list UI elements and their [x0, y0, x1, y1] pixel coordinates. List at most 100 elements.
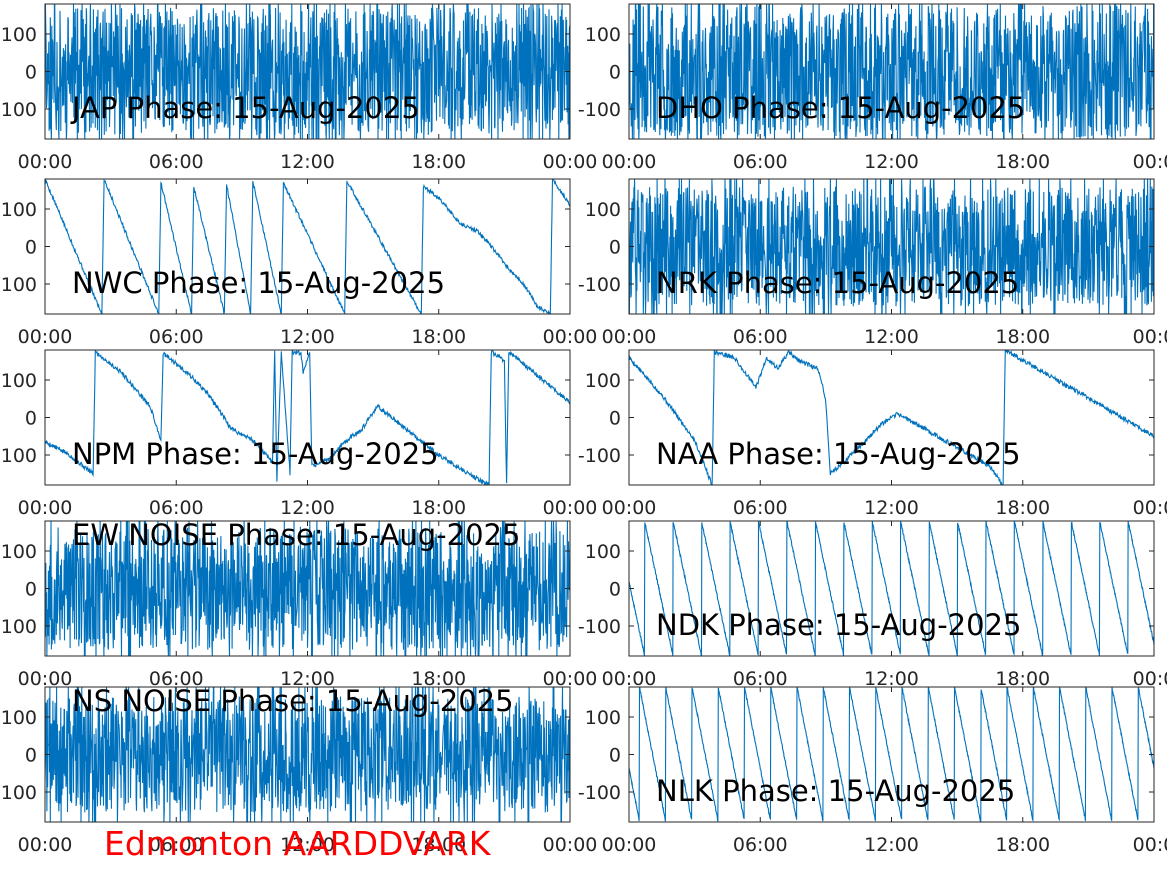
phase-series-line: [629, 521, 1154, 656]
x-tick-label: 12:00: [864, 326, 919, 348]
y-tick-label: 0: [609, 408, 621, 430]
x-tick-label: 00:00: [18, 151, 73, 173]
y-tick-label: 0: [25, 408, 37, 430]
x-tick-label: 06:00: [149, 151, 204, 173]
y-tick-label: 100: [1, 445, 37, 467]
y-tick-label: 0: [25, 62, 37, 84]
station-title: Edmonton AARDDVARK: [104, 824, 491, 863]
phase-panel: -100 0 100 00:00 06:00 12:00 18:00 00:0 NAA Phas…: [578, 349, 1167, 519]
phase-panel: -100 0 100 00:00 06:00 12:00 18:00 00:0 DHO Phas…: [578, 3, 1167, 173]
x-tick-label: 12:00: [864, 668, 919, 690]
x-tick-label: 00:0: [1133, 834, 1167, 856]
y-tick-label: 0: [609, 745, 621, 767]
x-tick-label: 18:00: [411, 151, 466, 173]
phase-series-line: [629, 687, 1154, 822]
x-tick-label: 12:00: [280, 326, 335, 348]
x-tick-label: 00:0: [1133, 326, 1167, 348]
phase-panel: 100 0 100 00:00 06:00 12:00 18:00 00:00 NPM Phas…: [1, 349, 598, 519]
phase-panel: -100 0 100 00:00 06:00 12:00 18:00 00:0 NDK Phas…: [578, 520, 1167, 690]
x-tick-label: 18:00: [411, 326, 466, 348]
phase-panel: 100 0 100 00:00 06:00 12:00 18:00 00:00 EW NOISE…: [1, 518, 598, 690]
panel-title: NS NOISE Phase: 15-Aug-2025: [72, 684, 514, 718]
y-tick-label: 100: [585, 541, 621, 563]
x-tick-label: 00:00: [543, 151, 598, 173]
y-tick-label: 0: [609, 579, 621, 601]
y-tick-label: 0: [609, 62, 621, 84]
y-tick-label: -100: [578, 445, 621, 467]
y-tick-label: 0: [25, 579, 37, 601]
phase-series-line: [629, 4, 1154, 139]
x-tick-label: 00:00: [543, 497, 598, 519]
x-tick-label: 00:00: [602, 668, 657, 690]
y-tick-label: 100: [1, 24, 37, 46]
y-tick-label: 100: [1, 370, 37, 392]
phase-series-line: [45, 521, 570, 656]
phase-panel: -100 0 100 00:00 06:00 12:00 18:00 00:0 NLK Phas…: [578, 686, 1167, 856]
x-tick-label: 06:00: [733, 497, 788, 519]
x-tick-label: 00:00: [18, 834, 73, 856]
x-tick-label: 12:00: [864, 497, 919, 519]
x-tick-label: 12:00: [280, 151, 335, 173]
y-tick-label: 100: [1, 99, 37, 121]
phase-series-line: [45, 4, 570, 139]
x-tick-label: 00:00: [543, 834, 598, 856]
x-tick-label: 12:00: [864, 834, 919, 856]
x-tick-label: 18:00: [411, 834, 466, 856]
y-tick-label: 0: [609, 237, 621, 259]
x-tick-label: 06:00: [733, 834, 788, 856]
y-tick-label: 100: [1, 707, 37, 729]
y-tick-label: -100: [578, 274, 621, 296]
panel-title: NDK Phase: 15-Aug-2025: [656, 608, 1021, 642]
phase-series-line: [45, 687, 570, 822]
phase-panel: 100 0 100 00:00 06:00 12:00 18:00 00:00 NS NOISE…: [1, 684, 598, 856]
x-tick-label: 00:0: [1133, 497, 1167, 519]
panel-title: NAA Phase: 15-Aug-2025: [656, 437, 1021, 471]
y-tick-label: -100: [578, 99, 621, 121]
phase-panel: 100 0 100 00:00 06:00 12:00 18:00 00:00 JAP Phas…: [1, 3, 598, 173]
x-tick-label: 00:00: [18, 668, 73, 690]
phase-panel: 100 0 100 00:00 06:00 12:00 18:00 00:00 NWC Phas…: [1, 178, 598, 348]
x-tick-label: 06:00: [149, 834, 204, 856]
x-tick-label: 18:00: [411, 668, 466, 690]
x-tick-label: 06:00: [733, 151, 788, 173]
y-tick-label: -100: [578, 616, 621, 638]
y-tick-label: -100: [578, 782, 621, 804]
y-tick-label: 0: [25, 745, 37, 767]
panel-title: NLK Phase: 15-Aug-2025: [656, 774, 1015, 808]
x-tick-label: 00:00: [602, 326, 657, 348]
panel-title: NPM Phase: 15-Aug-2025: [72, 437, 439, 471]
x-tick-label: 06:00: [149, 497, 204, 519]
x-tick-label: 18:00: [995, 834, 1050, 856]
phase-series-line: [45, 350, 570, 485]
y-tick-label: 100: [1, 782, 37, 804]
panel-title: NWC Phase: 15-Aug-2025: [72, 266, 445, 300]
x-tick-label: 00:0: [1133, 151, 1167, 173]
y-tick-label: 100: [1, 199, 37, 221]
x-tick-label: 00:00: [602, 834, 657, 856]
y-tick-label: 0: [25, 237, 37, 259]
panel-title: NRK Phase: 15-Aug-2025: [656, 266, 1019, 300]
phase-panel: -100 0 100 00:00 06:00 12:00 18:00 00:0 NRK Phas…: [578, 178, 1167, 348]
y-tick-label: 100: [1, 616, 37, 638]
x-tick-label: 12:00: [280, 497, 335, 519]
panel-title: EW NOISE Phase: 15-Aug-2025: [72, 518, 520, 552]
x-tick-label: 06:00: [149, 326, 204, 348]
panel-title: JAP Phase: 15-Aug-2025: [70, 91, 420, 125]
x-tick-label: 00:0: [1133, 668, 1167, 690]
x-tick-label: 18:00: [995, 151, 1050, 173]
x-tick-label: 18:00: [995, 497, 1050, 519]
x-tick-label: 06:00: [733, 668, 788, 690]
x-tick-label: 00:00: [543, 668, 598, 690]
y-tick-label: 100: [1, 274, 37, 296]
phase-series-line: [45, 179, 570, 314]
x-tick-label: 00:00: [18, 326, 73, 348]
panel-title: DHO Phase: 15-Aug-2025: [656, 91, 1025, 125]
y-tick-label: 100: [585, 370, 621, 392]
x-tick-label: 00:00: [18, 497, 73, 519]
x-tick-label: 00:00: [543, 326, 598, 348]
x-tick-label: 12:00: [280, 668, 335, 690]
y-tick-label: 100: [585, 707, 621, 729]
phase-series-line: [629, 179, 1154, 314]
y-tick-label: 100: [1, 541, 37, 563]
x-tick-label: 18:00: [995, 668, 1050, 690]
